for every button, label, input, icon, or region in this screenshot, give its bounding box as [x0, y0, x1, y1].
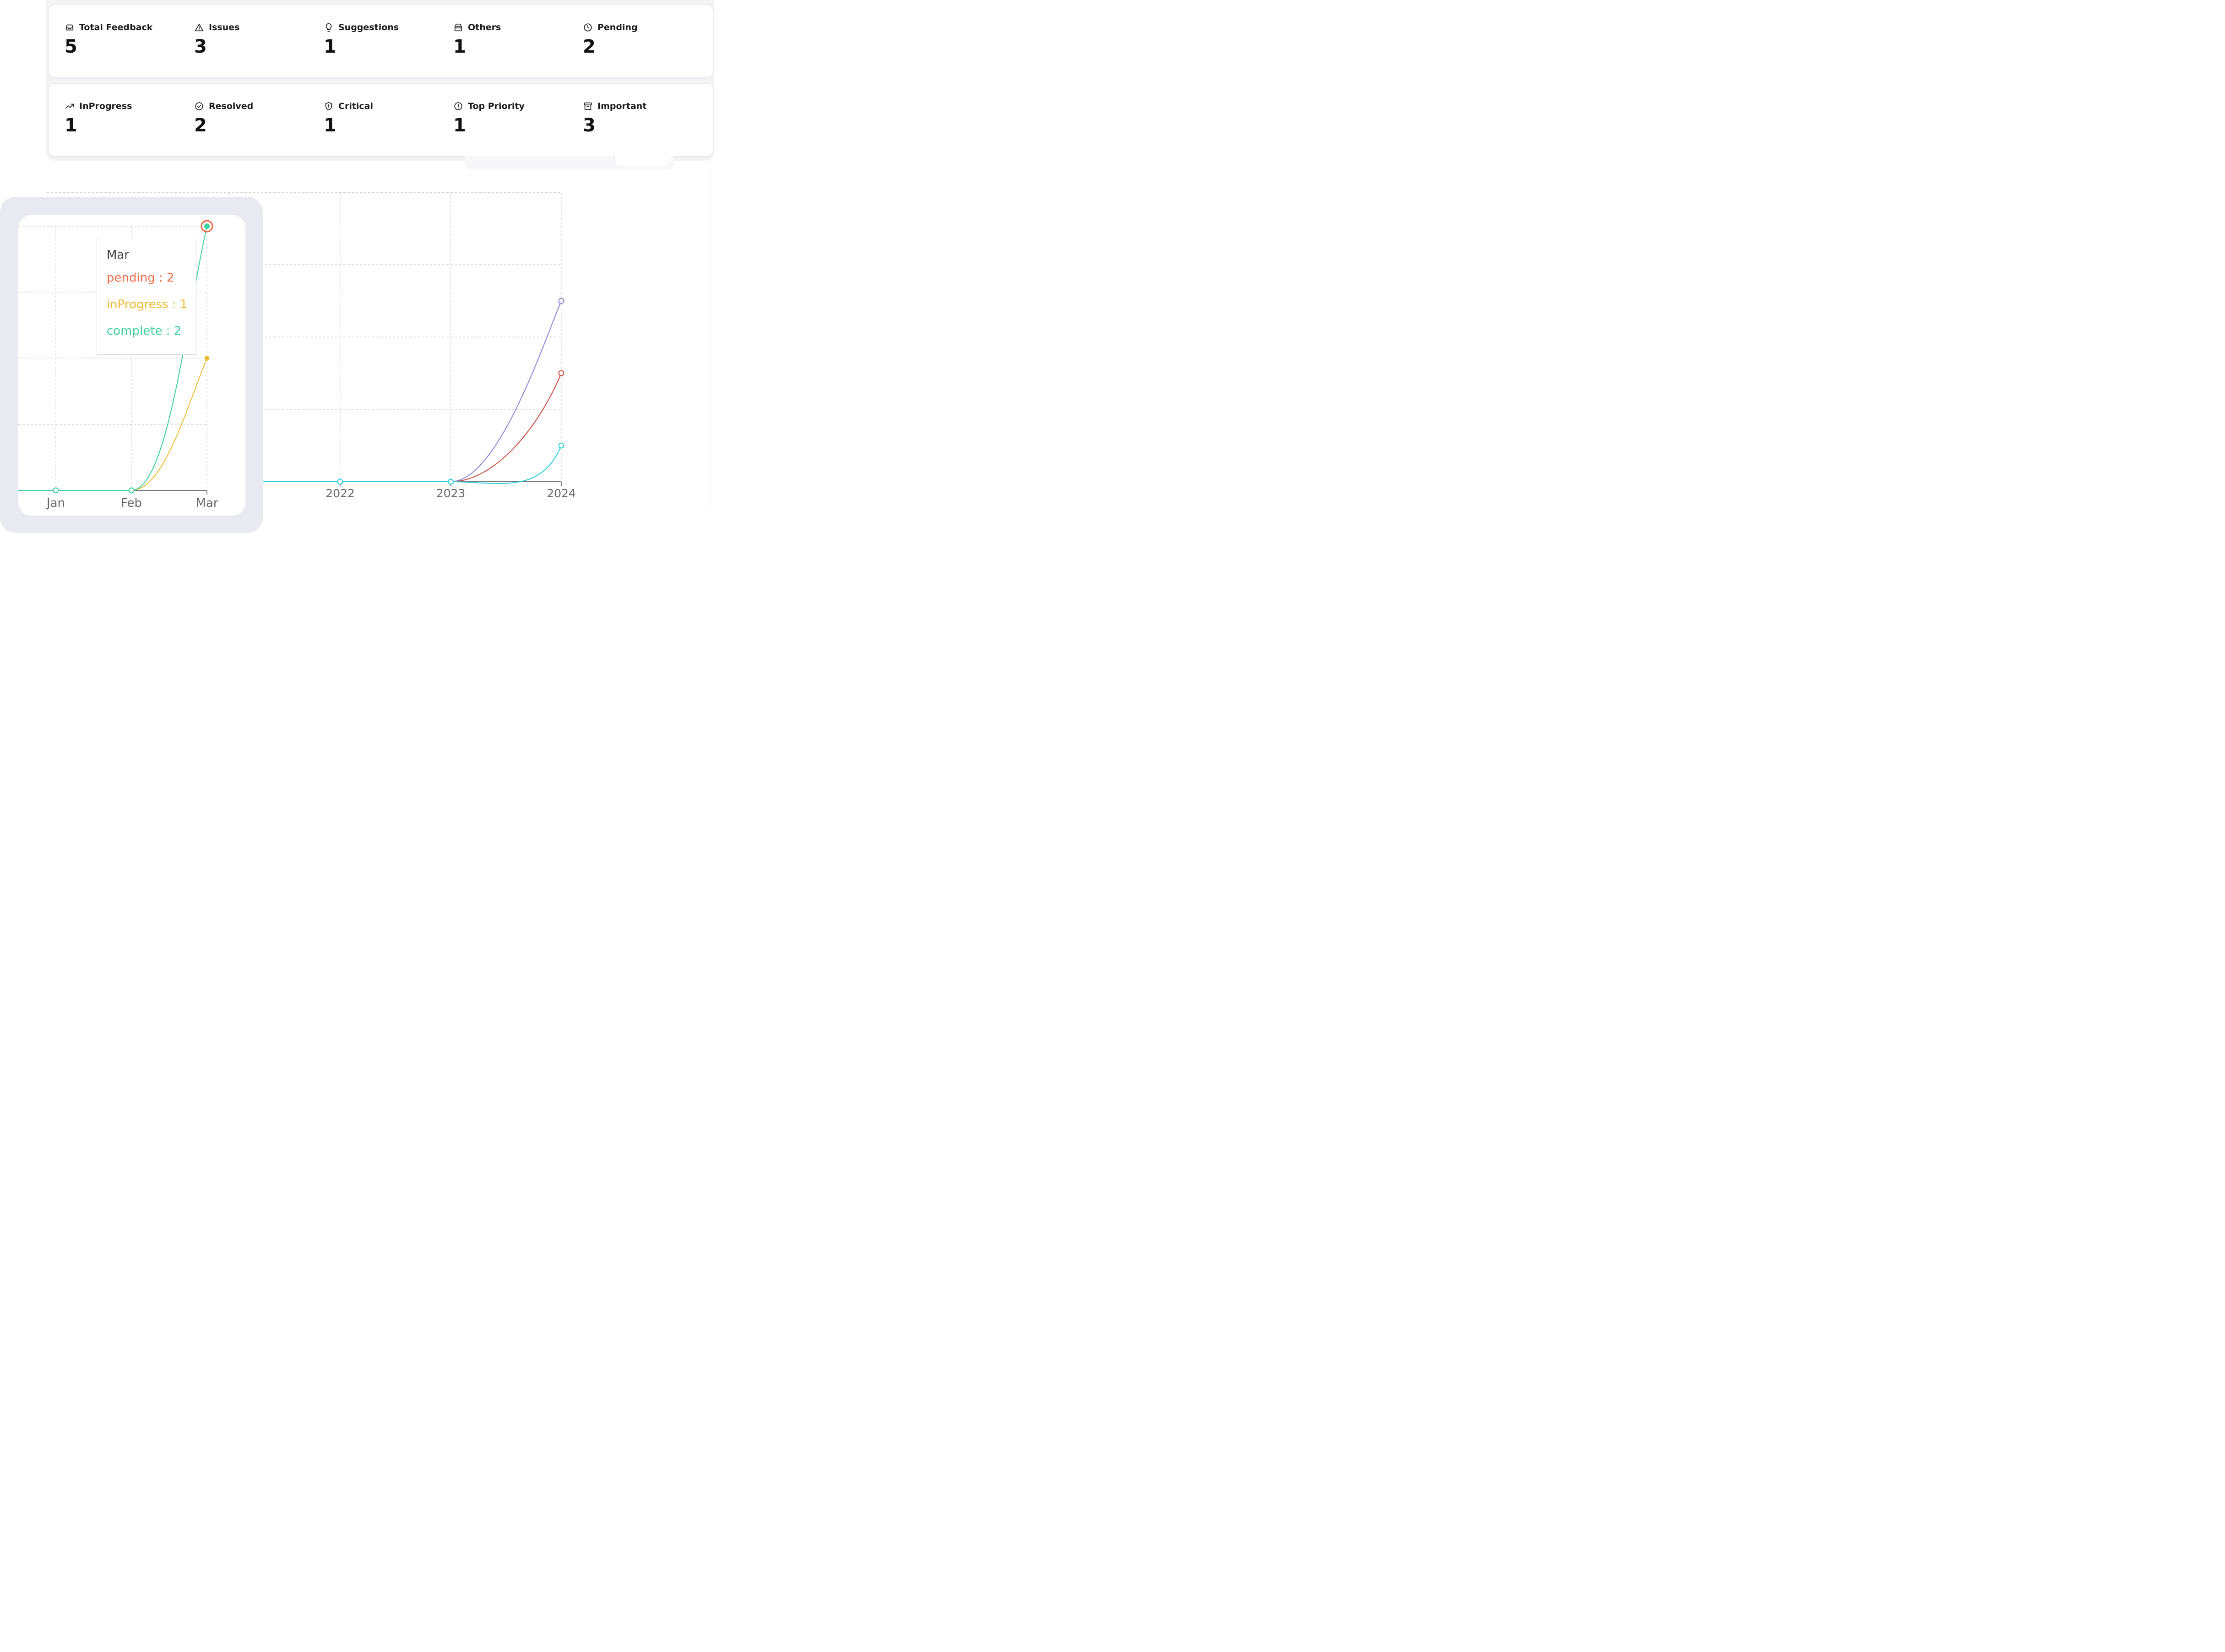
stat-issues: Issues 3 [194, 5, 313, 74]
x-tick-label: 2023 [436, 487, 466, 500]
x-tick-label: Jan [46, 496, 65, 510]
stat-label: InProgress [79, 101, 132, 111]
stat-value: 3 [194, 36, 207, 57]
data-point [558, 298, 564, 304]
stats-card-row-2: InProgress 1 Resolved 2 Critical 1 Top P… [49, 83, 713, 157]
tooltip-title: Mar [107, 248, 130, 262]
data-point [337, 478, 343, 485]
stat-label: Important [597, 101, 647, 111]
yearly-feedback-line-chart: 2021202220232024 [47, 192, 576, 500]
data-point [558, 442, 564, 449]
lightbulb-icon [326, 23, 332, 32]
stat-label: Resolved [209, 101, 254, 111]
stat-label: Issues [209, 22, 240, 33]
stat-value: 5 [65, 36, 77, 57]
stat-value: 1 [453, 36, 466, 57]
inbox-icon [65, 24, 74, 31]
series-line [131, 358, 207, 491]
series-line [47, 373, 562, 482]
check-circle-icon [195, 102, 203, 110]
stat-critical: Critical 1 [324, 84, 443, 152]
stat-important: Important 3 [583, 84, 702, 152]
tooltip-row-inprogress: inProgress : 1 [107, 298, 188, 311]
stat-label: Total Feedback [79, 22, 153, 33]
stat-value: 1 [324, 115, 336, 136]
stat-label: Top Priority [468, 101, 525, 111]
archive-icon [584, 102, 592, 110]
stat-value: 1 [65, 115, 77, 136]
clock-icon [584, 23, 592, 32]
stat-pending: Pending 2 [583, 5, 702, 74]
x-tick-label: 2024 [547, 487, 576, 500]
trending-up-icon [65, 103, 74, 109]
stat-label: Others [468, 22, 501, 33]
stat-total-feedback: Total Feedback 5 [65, 5, 184, 74]
tooltip-row-complete: complete : 2 [107, 324, 182, 338]
tooltip-row-pending: pending : 2 [107, 271, 174, 285]
data-point [53, 487, 59, 494]
stat-value: 1 [453, 115, 466, 136]
series-line [18, 226, 207, 491]
stat-value: 2 [194, 115, 207, 136]
data-point [558, 370, 564, 376]
data-point [204, 356, 210, 361]
alert-circle-icon [454, 102, 462, 110]
stat-inprogress: InProgress 1 [65, 84, 184, 152]
x-tick-label: Feb [121, 496, 142, 510]
data-point [128, 487, 135, 494]
stat-top-priority: Top Priority 1 [453, 84, 572, 152]
stat-suggestions: Suggestions 1 [324, 5, 443, 74]
series-line [47, 445, 562, 484]
chart-tooltip: Mar pending : 2 inProgress : 1 complete … [97, 237, 196, 355]
stat-others: Others 1 [453, 5, 572, 74]
stat-value: 1 [324, 36, 336, 57]
shield-alert-icon [325, 102, 332, 111]
data-point [204, 223, 210, 229]
stat-value: 2 [583, 36, 596, 57]
stat-resolved: Resolved 2 [194, 84, 313, 152]
data-point [448, 478, 454, 485]
warning-triangle-icon [195, 23, 204, 32]
series-line [47, 300, 562, 482]
stat-label: Critical [338, 101, 374, 111]
stat-label: Pending [597, 22, 638, 33]
x-tick-label: 2022 [326, 487, 355, 500]
stat-label: Suggestions [338, 22, 399, 33]
x-tick-label: Mar [195, 496, 218, 510]
toolbar-button[interactable] [614, 156, 671, 166]
monthly-feedback-line-chart: Jan Feb Mar [18, 220, 218, 510]
highlight-ring [201, 220, 213, 233]
archive-box-icon [454, 23, 462, 32]
stats-card-row-1: Total Feedback 5 Issues 3 Suggestions 1 … [49, 5, 713, 78]
stat-value: 3 [583, 115, 596, 136]
